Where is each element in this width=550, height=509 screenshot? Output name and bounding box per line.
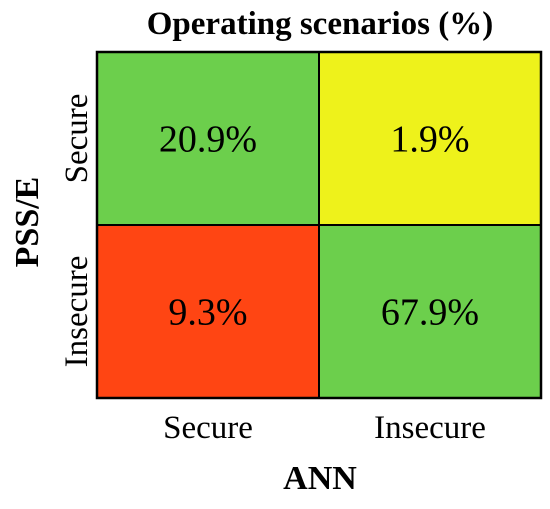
x-tick-label: Secure <box>163 410 253 446</box>
matrix-cells: 20.9% 1.9% 9.3% 67.9% <box>95 50 543 400</box>
y-axis-label: PSS/E <box>9 177 46 268</box>
y-tick-label: Insecure <box>59 256 95 368</box>
x-tick-labels: Secure Insecure <box>163 410 486 446</box>
x-tick-label: Insecure <box>374 410 486 446</box>
y-tick-labels: Secure Insecure <box>59 94 95 368</box>
cell-value-label: 67.9% <box>381 292 479 334</box>
chart-title: Operating scenarios (%) <box>147 6 493 42</box>
cell-value-label: 20.9% <box>159 119 257 161</box>
cell-value-label: 1.9% <box>390 119 469 161</box>
matrix-frame <box>95 50 543 400</box>
matrix-cell-1-1 <box>318 224 542 399</box>
y-tick-label: Secure <box>59 94 95 184</box>
matrix-cell-0-1 <box>318 51 542 226</box>
cell-value-label: 9.3% <box>168 292 247 334</box>
matrix-cell-1-0 <box>96 224 320 399</box>
matrix-cell-0-0 <box>96 51 320 226</box>
x-axis-label: ANN <box>283 460 357 497</box>
